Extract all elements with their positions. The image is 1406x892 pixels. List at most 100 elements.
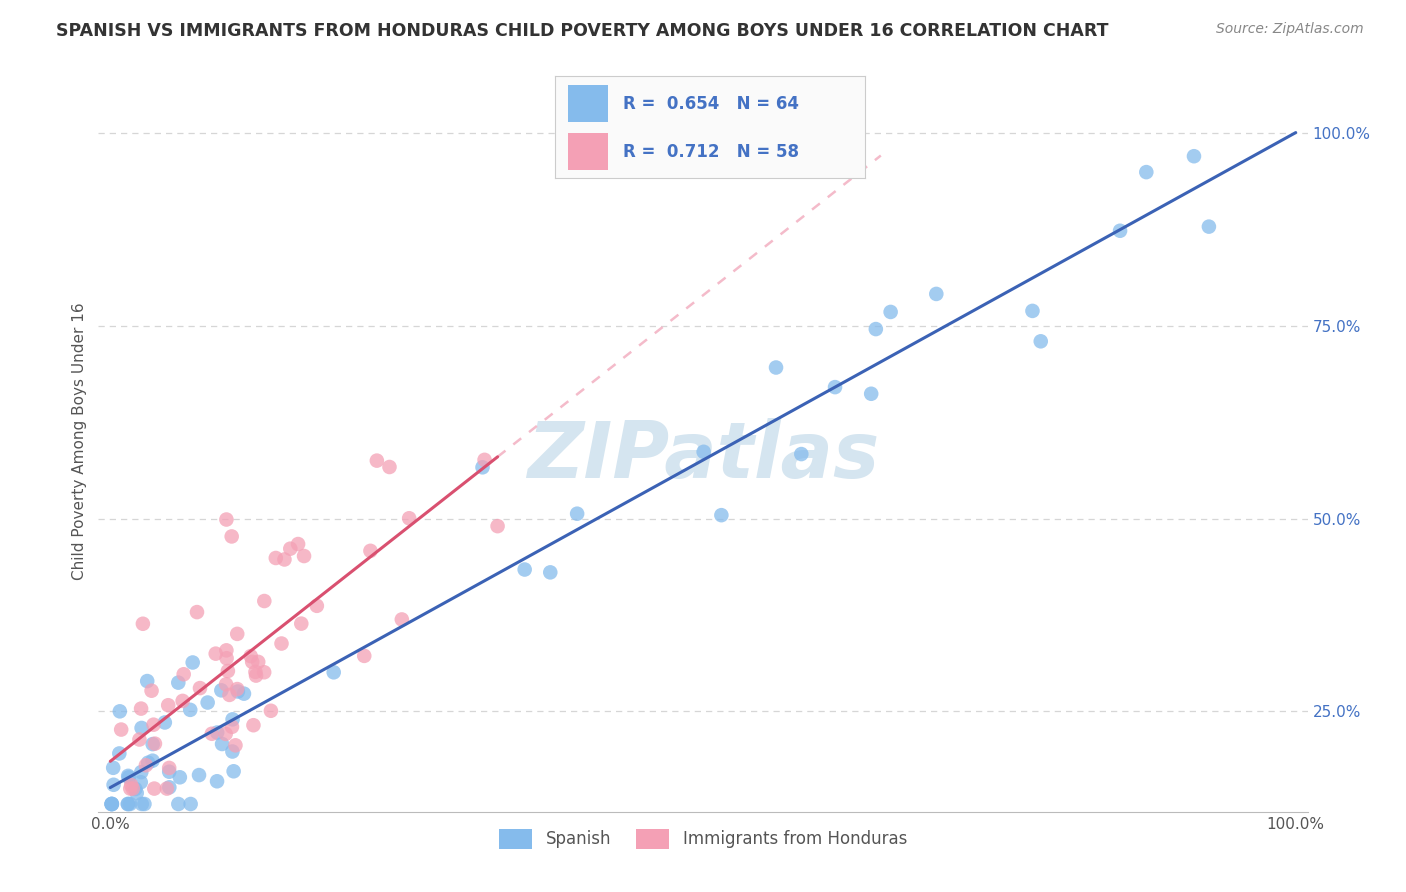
Legend: Spanish, Immigrants from Honduras: Spanish, Immigrants from Honduras: [492, 822, 914, 855]
Point: [172, 694, 194, 708]
Point: [247, 655, 270, 669]
Point: [142, 717, 165, 731]
Text: R =  0.654   N = 64: R = 0.654 N = 64: [623, 95, 800, 112]
Point: [226, 682, 249, 697]
Point: [215, 677, 238, 691]
Point: [153, 715, 176, 730]
Point: [1135, 165, 1157, 179]
Point: [120, 778, 142, 792]
Point: [101, 797, 124, 811]
Point: [391, 612, 413, 626]
Point: [925, 287, 948, 301]
Point: [221, 712, 243, 726]
Point: [117, 797, 139, 811]
Point: [129, 775, 152, 789]
Point: [131, 797, 153, 811]
Point: [125, 786, 148, 800]
Point: [197, 696, 219, 710]
Bar: [568, 85, 607, 122]
Point: [790, 447, 813, 461]
Point: [136, 674, 159, 689]
Point: [218, 688, 240, 702]
Point: [204, 647, 226, 661]
Point: [124, 781, 146, 796]
Point: [205, 725, 228, 739]
Point: [209, 683, 232, 698]
Point: [1029, 334, 1052, 349]
Point: [120, 781, 142, 796]
Point: [253, 665, 276, 680]
Point: [1109, 224, 1132, 238]
Point: [118, 771, 141, 785]
Point: [181, 656, 204, 670]
Point: [242, 718, 264, 732]
Point: [221, 529, 243, 543]
Point: [471, 460, 494, 475]
Point: [167, 675, 190, 690]
Point: [565, 507, 588, 521]
Point: [100, 797, 122, 811]
Point: [141, 683, 163, 698]
Point: [305, 599, 328, 613]
Point: [253, 594, 276, 608]
Point: [110, 723, 132, 737]
Point: [215, 643, 238, 657]
Point: [132, 616, 155, 631]
Point: [824, 380, 846, 394]
Point: [157, 761, 180, 775]
Point: [179, 703, 201, 717]
Point: [221, 720, 243, 734]
Point: [100, 797, 122, 811]
Point: [118, 797, 141, 811]
Point: [142, 737, 165, 751]
Point: [215, 512, 238, 526]
Point: [226, 684, 249, 698]
Point: [538, 566, 561, 580]
Point: [156, 781, 179, 796]
Point: [143, 781, 166, 796]
Point: [180, 797, 202, 811]
Point: [865, 322, 887, 336]
Point: [129, 701, 152, 715]
Point: [108, 704, 131, 718]
Point: [186, 605, 208, 619]
Point: [273, 552, 295, 566]
Y-axis label: Child Poverty Among Boys Under 16: Child Poverty Among Boys Under 16: [72, 302, 87, 581]
Point: [287, 537, 309, 551]
Point: [117, 769, 139, 783]
Point: [260, 704, 283, 718]
Point: [245, 665, 267, 679]
Point: [264, 551, 287, 566]
Point: [103, 761, 125, 775]
Point: [215, 727, 238, 741]
Point: [103, 778, 125, 792]
Point: [129, 765, 152, 780]
Point: [201, 727, 224, 741]
Point: [359, 544, 381, 558]
Text: SPANISH VS IMMIGRANTS FROM HONDURAS CHILD POVERTY AMONG BOYS UNDER 16 CORRELATIO: SPANISH VS IMMIGRANTS FROM HONDURAS CHIL…: [56, 22, 1109, 40]
Point: [142, 754, 165, 768]
Point: [278, 541, 301, 556]
Text: ZIPatlas: ZIPatlas: [527, 418, 879, 494]
Point: [710, 508, 733, 523]
Point: [128, 732, 150, 747]
Point: [474, 453, 496, 467]
Point: [222, 764, 245, 779]
Point: [879, 305, 901, 319]
Point: [157, 780, 180, 795]
Point: [270, 636, 292, 650]
Text: Source: ZipAtlas.com: Source: ZipAtlas.com: [1216, 22, 1364, 37]
Point: [378, 460, 401, 475]
Point: [121, 781, 143, 796]
Point: [226, 627, 249, 641]
Point: [1182, 149, 1205, 163]
Point: [239, 649, 262, 664]
Point: [136, 756, 159, 770]
Point: [173, 667, 195, 681]
Point: [188, 681, 211, 695]
Point: [366, 453, 388, 467]
Point: [290, 616, 312, 631]
Point: [101, 797, 124, 811]
Point: [143, 737, 166, 751]
Point: [157, 764, 180, 779]
